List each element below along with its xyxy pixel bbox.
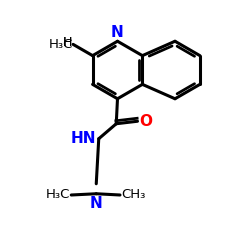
Text: H₃C: H₃C [46,188,70,202]
Text: CH₃: CH₃ [121,188,146,202]
Text: O: O [140,114,152,129]
Text: H: H [62,36,72,49]
Text: H₃C: H₃C [49,38,73,51]
Text: HN: HN [71,131,96,146]
Text: N: N [90,196,102,211]
Text: N: N [111,25,124,40]
Text: H: H [62,36,72,49]
